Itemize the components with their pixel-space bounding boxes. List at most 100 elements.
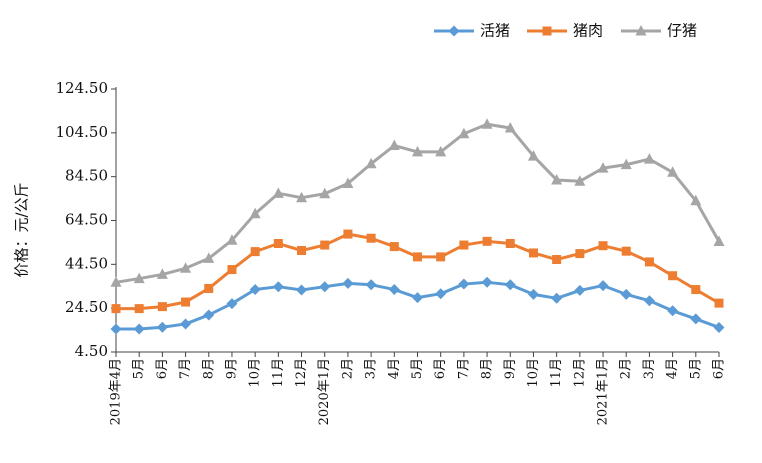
data-point — [504, 122, 516, 133]
data-point — [690, 194, 702, 206]
data-point — [714, 298, 724, 308]
data-point — [343, 229, 353, 239]
data-point — [365, 157, 377, 169]
data-point — [388, 284, 400, 296]
x-tick-label: 3月 — [364, 358, 379, 379]
series-2 — [111, 229, 724, 314]
x-tick-label: 3月 — [642, 358, 657, 379]
data-point — [157, 302, 167, 312]
data-point — [203, 309, 215, 321]
data-point — [296, 191, 308, 203]
chart-legend: 活猪 猪肉 仔猪 — [434, 22, 697, 40]
data-point — [413, 252, 422, 262]
data-point — [575, 249, 585, 259]
legend-marker — [635, 25, 647, 36]
data-point — [412, 145, 423, 157]
x-tick-label: 4月 — [665, 358, 680, 379]
x-tick-label: 6月 — [433, 358, 448, 379]
data-point — [459, 240, 469, 250]
legend-marker — [542, 26, 552, 36]
x-tick-label: 9月 — [503, 358, 518, 379]
x-tick-label: 6月 — [155, 358, 170, 379]
data-point — [458, 127, 470, 139]
data-point — [203, 252, 215, 263]
data-point — [297, 246, 307, 256]
x-tick-label: 5月 — [132, 358, 147, 379]
y-tick-label: 64.50 — [65, 211, 108, 229]
x-tick-label: 5月 — [688, 358, 703, 379]
y-tick-label: 24.50 — [65, 298, 108, 316]
data-point — [458, 278, 470, 290]
series-3 — [110, 118, 725, 287]
data-point — [551, 292, 563, 304]
data-point — [527, 288, 539, 300]
x-tick-label: 10月 — [248, 358, 263, 388]
x-tick-label: 11月 — [549, 358, 564, 388]
data-point — [388, 139, 400, 151]
data-point — [412, 292, 423, 304]
data-point — [272, 281, 284, 293]
data-point — [110, 276, 122, 287]
x-tick-label: 2019年4月 — [109, 358, 124, 425]
data-point — [481, 118, 493, 129]
y-tick-label: 104.50 — [56, 123, 109, 141]
data-point — [296, 284, 308, 296]
x-tick-label: 8月 — [201, 358, 216, 379]
data-point — [342, 277, 354, 289]
data-point — [365, 279, 377, 291]
data-point — [320, 240, 330, 250]
data-point — [180, 262, 192, 273]
data-point — [110, 323, 122, 335]
data-point — [389, 242, 399, 252]
data-point — [272, 187, 284, 198]
x-tick-label: 2月 — [619, 358, 634, 379]
data-point — [133, 323, 145, 335]
data-point — [620, 288, 632, 300]
data-point — [690, 313, 702, 325]
x-tick-label: 2月 — [340, 358, 355, 379]
series-1 — [110, 276, 725, 335]
legend-label: 猪肉 — [573, 22, 603, 40]
x-tick-label: 12月 — [572, 358, 587, 388]
data-point — [505, 239, 515, 249]
y-tick-label: 124.50 — [56, 79, 109, 97]
data-point — [249, 207, 261, 219]
data-point — [713, 321, 725, 333]
data-point — [620, 158, 632, 170]
x-tick-label: 2021年1月 — [596, 358, 611, 425]
data-point — [273, 239, 283, 249]
data-point — [134, 304, 144, 314]
data-point — [621, 246, 631, 256]
data-point — [319, 281, 331, 293]
series-group — [110, 118, 725, 335]
data-point — [180, 318, 192, 330]
x-tick-label: 4月 — [387, 358, 402, 379]
data-point — [111, 304, 121, 314]
data-point — [552, 255, 562, 265]
data-point — [204, 283, 214, 293]
x-tick-label: 7月 — [456, 358, 471, 379]
data-point — [668, 271, 678, 281]
data-point — [574, 175, 586, 186]
data-point — [597, 280, 609, 292]
y-axis-label: 价格：元/公斤 — [13, 182, 31, 277]
x-tick-label: 2020年1月 — [317, 358, 332, 425]
data-point — [342, 177, 354, 188]
legend-label: 活猪 — [480, 22, 510, 40]
data-point — [156, 321, 168, 333]
data-point — [319, 187, 331, 199]
data-point — [528, 248, 538, 258]
y-tick-label: 44.50 — [65, 254, 108, 272]
data-point — [133, 272, 145, 284]
x-tick-label: 5月 — [410, 358, 425, 379]
data-point — [435, 145, 447, 157]
data-point — [574, 284, 586, 296]
legend-label: 仔猪 — [667, 22, 697, 40]
data-point — [226, 298, 238, 310]
data-point — [436, 252, 446, 262]
data-point — [156, 268, 168, 279]
data-point — [435, 288, 447, 300]
x-tick-label: 9月 — [224, 358, 239, 379]
data-point — [504, 279, 516, 291]
x-axis-ticks: 2019年4月 5月 6月 7月 8月 9月 10月 11月 12月 2020年1月 2月 3月 4月 5… — [109, 352, 727, 425]
